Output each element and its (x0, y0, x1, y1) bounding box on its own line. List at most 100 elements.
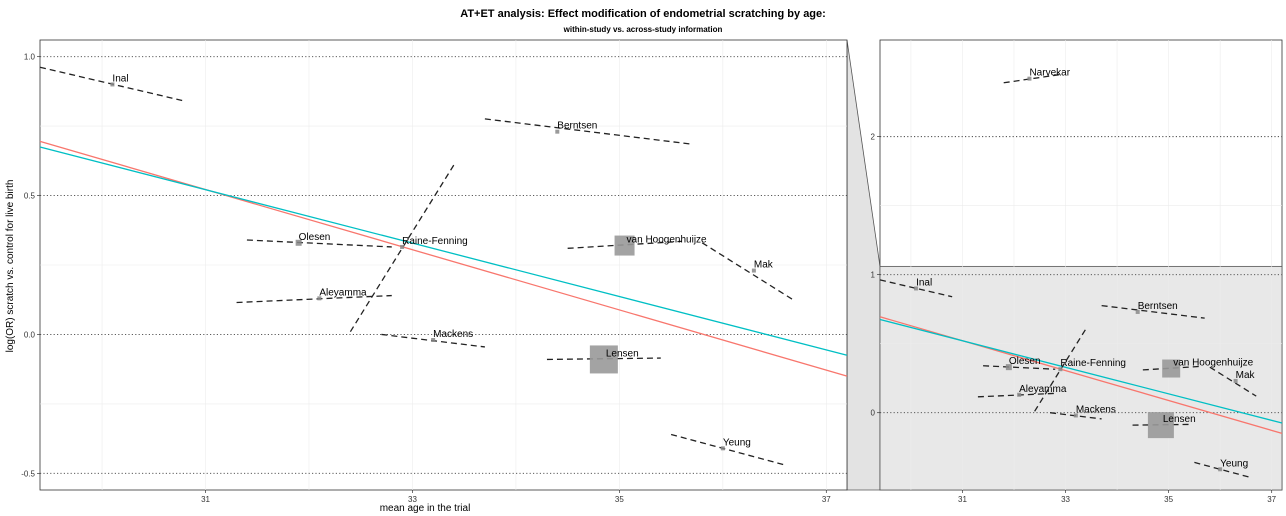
study-label: Raine-Fenning (402, 236, 468, 247)
study-point (720, 446, 725, 451)
study-mackens: Mackens (381, 329, 485, 348)
inset-study-marks: Inal Berntsen Olesen Raine-Fenning van Hooge… (879, 68, 1257, 479)
main-gridlines (40, 40, 847, 490)
study-point (1058, 367, 1063, 372)
study-berntsen: Berntsen (1101, 301, 1205, 319)
study-narvekar: Narvekar (1003, 68, 1071, 84)
inset-x-ticks: 31 33 35 37 (958, 490, 1277, 504)
study-label: Inal (916, 277, 932, 288)
y-axis-label: log(OR) scratch vs. control for live bir… (5, 180, 16, 353)
main-x-ticks: 31 33 35 37 (201, 490, 831, 504)
x-tick-label: 37 (1267, 495, 1276, 504)
study-raine-fenning: Raine-Fenning (349, 164, 468, 333)
study-label: van Hoogenhuijze (627, 235, 707, 246)
chart-subtitle: within-study vs. across-study informatio… (563, 25, 723, 34)
study-point (317, 296, 322, 301)
study-label: Lensen (1163, 414, 1196, 425)
study-point (555, 129, 560, 134)
study-label: Inal (112, 73, 128, 84)
x-tick-label: 35 (615, 495, 624, 504)
study-inal: Inal (879, 277, 953, 298)
study-label: Mak (754, 260, 774, 271)
study-point (1147, 412, 1174, 439)
x-tick-label: 35 (1164, 495, 1173, 504)
study-point (1218, 467, 1223, 472)
study-label: van Hoogenhuijze (1173, 358, 1253, 369)
study-point (1017, 392, 1022, 397)
x-tick-label: 31 (201, 495, 210, 504)
within-study-segment (246, 239, 392, 248)
study-label: Olesen (299, 232, 331, 243)
y-tick-label: 1.0 (24, 53, 36, 62)
study-olesen: Olesen (983, 356, 1056, 371)
x-tick-label: 33 (1061, 495, 1070, 504)
within-study-segment (349, 164, 455, 333)
y-tick-label: -0.5 (21, 469, 35, 478)
study-lensen: Lensen (1132, 412, 1196, 439)
study-label: Raine-Fenning (1060, 358, 1126, 369)
study-aleyamma: Aleyamma (977, 384, 1067, 398)
study-label: Olesen (1009, 356, 1041, 367)
study-inal: Inal (39, 66, 185, 102)
y-tick-label: 2 (871, 133, 876, 142)
x-axis-label: mean age in the trial (380, 503, 471, 514)
y-tick-label: 0 (871, 409, 876, 418)
study-berntsen: Berntsen (484, 118, 692, 145)
within-study-segment (546, 357, 661, 361)
within-study-segment (236, 294, 392, 304)
within-study-segment (1101, 304, 1205, 319)
study-point (1073, 413, 1078, 418)
within-study-segment (701, 242, 796, 302)
study-van-hoogenhuijze: van Hoogenhuijze (1142, 358, 1254, 378)
red-regression-line (39, 140, 848, 377)
study-label: Aleyamma (319, 287, 367, 298)
study-label: Mackens (1076, 404, 1116, 415)
study-label: Berntsen (557, 121, 597, 132)
study-label: Aleyamma (1019, 384, 1067, 395)
x-tick-label: 33 (408, 495, 417, 504)
study-label: Yeung (723, 437, 751, 448)
study-point (400, 244, 405, 249)
study-yeung: Yeung (670, 433, 786, 466)
inset-regression-lines (879, 316, 1283, 435)
study-aleyamma: Aleyamma (236, 287, 392, 304)
within-study-segment (484, 118, 692, 145)
study-point (431, 338, 436, 342)
study-label: Lensen (606, 348, 639, 359)
study-point (1162, 359, 1181, 378)
study-olesen: Olesen (246, 232, 392, 248)
within-study-segment (983, 365, 1056, 370)
study-label: Berntsen (1138, 301, 1178, 312)
study-label: Mackens (433, 329, 473, 340)
study-point (110, 82, 115, 87)
x-tick-label: 37 (822, 495, 831, 504)
inset-zoom-region (879, 265, 1283, 491)
blue-regression-line (39, 146, 848, 356)
within-study-segment (977, 392, 1056, 398)
within-study-segment (879, 279, 953, 298)
main-regression-lines (39, 140, 848, 377)
inset-plot-panel: 0 1 2 31 33 35 37 Inal Berntsen Olesen Raine-Fen… (871, 39, 1283, 504)
main-study-marks: Inal Berntsen Olesen Raine-Fenning van Hooge… (39, 66, 796, 466)
within-study-segment (567, 240, 682, 249)
x-tick-label: 31 (958, 495, 967, 504)
study-point (751, 268, 756, 273)
study-point (914, 286, 919, 291)
within-study-segment (1034, 328, 1087, 412)
study-van-hoogenhuijze: van Hoogenhuijze (567, 235, 707, 256)
study-point (1135, 309, 1140, 314)
study-yeung: Yeung (1194, 458, 1252, 479)
study-mak: Mak (1209, 366, 1257, 397)
study-label: Narvekar (1029, 68, 1070, 79)
zoom-connector (846, 39, 881, 491)
study-mackens: Mackens (1049, 404, 1116, 420)
inset-y-ticks: 0 1 2 (871, 133, 880, 418)
y-tick-label: 1 (871, 271, 876, 280)
study-point (614, 235, 635, 256)
main-y-ticks: -0.5 0.0 0.5 1.0 (21, 53, 40, 478)
study-point (589, 345, 618, 374)
study-label: Yeung (1220, 458, 1248, 469)
within-study-segment (1209, 366, 1257, 397)
study-label: Mak (1236, 370, 1256, 381)
